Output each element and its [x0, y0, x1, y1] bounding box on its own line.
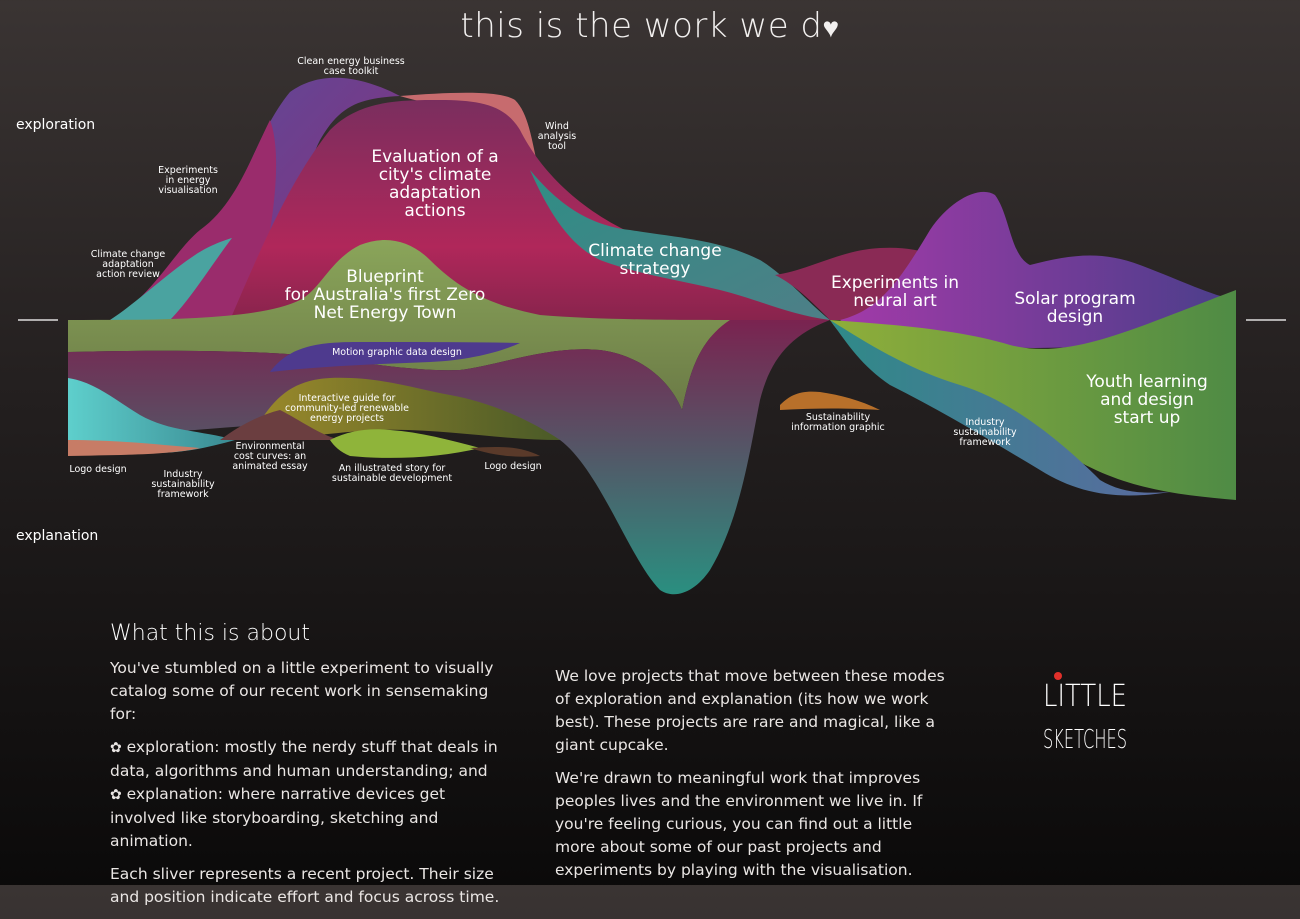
stream-label-energy-vis: Experiments in energy visualisation	[158, 165, 218, 196]
stream-label-evaluation: Evaluation of a city's climate adaptation a…	[371, 147, 498, 221]
about-drawn: We're drawn to meaningful work that impr…	[555, 769, 923, 879]
page-title: this is the work we d♥	[460, 6, 840, 46]
bullet-explanation: ✿ explanation: where narrative devices g…	[110, 785, 446, 850]
about-bullets: ✿ exploration: mostly the nerdy stuff th…	[110, 736, 500, 853]
stream-label-interactive-guide: Interactive guide for community-led renew…	[285, 393, 409, 424]
stream-label-climate-strategy: Climate change strategy	[588, 241, 721, 279]
stream-label-solar: Solar program design	[1014, 289, 1135, 327]
stream-label-neural-art: Experiments in neural art	[831, 273, 959, 311]
about-heading: What this is about	[110, 621, 310, 646]
stream-motion[interactable]	[270, 342, 520, 372]
logo-heart-icon	[1054, 672, 1062, 680]
stream-solar[interactable]	[840, 191, 1236, 348]
stream-label-industry-right: Industry sustainability framework	[953, 417, 1017, 448]
stream-label-clean-energy: Clean energy business case toolkit	[297, 56, 405, 77]
stream-env-cost[interactable]	[220, 410, 340, 440]
stream-youth[interactable]	[830, 290, 1236, 500]
stream-label-motion: Motion graphic data design	[332, 347, 462, 358]
stream-label-logo-left: Logo design	[69, 464, 126, 475]
heart-icon: ♥	[822, 11, 840, 44]
gear-icon: ✿	[110, 740, 122, 756]
stream-adaptation-review[interactable]	[110, 238, 232, 320]
exploration-axis-label: exploration	[16, 117, 96, 133]
stream-climate-strategy[interactable]	[530, 170, 830, 320]
stream-interactive-guide[interactable]	[250, 377, 560, 440]
stream-logo-left[interactable]	[68, 378, 235, 453]
explanation-axis-label: explanation	[16, 528, 99, 544]
stream-blueprint[interactable]	[68, 240, 730, 410]
stream-wind-analysis[interactable]	[400, 92, 540, 175]
logo-line2: SKETCHES	[1043, 725, 1127, 755]
stream-label-adaptation-review: Climate change adaptation action review	[91, 249, 166, 280]
about-left-column: What this is about You've stumbled on a …	[110, 622, 500, 919]
stream-logo-mid[interactable]	[470, 446, 540, 457]
stream-energy-vis[interactable]	[110, 120, 277, 320]
about-love: We love projects that move between these…	[555, 667, 945, 754]
stream-label-youth: Youth learning and design start up	[1085, 372, 1208, 428]
about-right-column: We love projects that move between these…	[555, 665, 950, 892]
streamgraph-chart: Evaluation of a city's climate adaptation a…	[18, 56, 1286, 595]
stream-label-industry-left: Industry sustainability framework	[151, 469, 215, 500]
little-sketches-logo[interactable]: LITTLE SKETCHES	[1040, 668, 1130, 758]
stream-label-illustrated: An illustrated story for sustainable deve…	[332, 463, 452, 484]
bullet-exploration: ✿ exploration: mostly the nerdy stuff th…	[110, 738, 498, 780]
stream-label-blueprint: Blueprint for Australia's first Zero Net E…	[285, 267, 486, 323]
about-intro: You've stumbled on a little experiment t…	[110, 659, 494, 723]
gear-icon: ✿	[110, 787, 122, 803]
stream-industry-left[interactable]	[68, 440, 200, 456]
stream-label-sust-info: Sustainability information graphic	[791, 412, 885, 433]
stream-illustrated[interactable]	[330, 429, 480, 458]
stream-label-wind: Wind analysis tool	[538, 121, 577, 152]
stream-sust-info[interactable]	[780, 391, 880, 410]
stream-industry-right[interactable]	[830, 320, 1170, 496]
stream-label-env-cost: Environmental cost curves: an animated ess…	[232, 441, 308, 472]
logo-line1: LITTLE	[1043, 679, 1127, 714]
about-sliver-text: Each sliver represents a recent project.…	[110, 865, 500, 906]
stream-bottom-body[interactable]	[68, 320, 830, 595]
stream-label-logo-mid: Logo design	[484, 461, 541, 472]
